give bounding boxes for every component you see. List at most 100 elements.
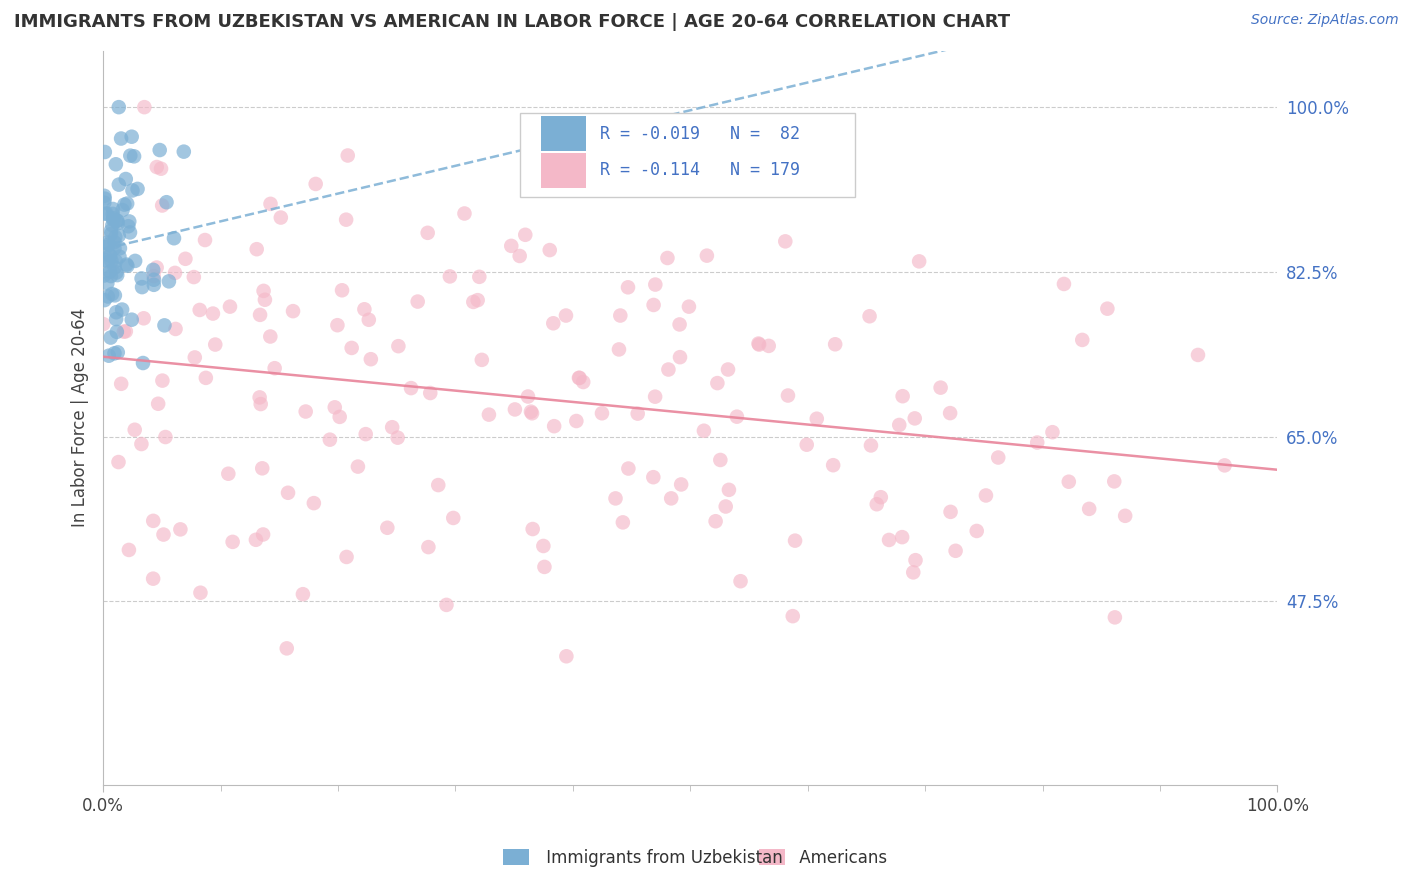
Point <box>974 488 997 502</box>
Point <box>758 339 780 353</box>
Point <box>104 254 127 268</box>
Point <box>217 467 239 481</box>
Point <box>427 478 450 492</box>
Point <box>108 250 131 264</box>
Point <box>1213 458 1236 473</box>
Point <box>1104 610 1126 624</box>
Point <box>330 283 353 297</box>
Point <box>335 212 357 227</box>
Point <box>659 491 682 506</box>
Point <box>150 198 173 212</box>
Point <box>441 511 464 525</box>
Point <box>387 339 409 353</box>
Point <box>108 241 131 255</box>
Bar <box>541 153 586 188</box>
Point <box>173 145 195 159</box>
Point <box>249 390 271 404</box>
Point <box>114 172 136 186</box>
Point <box>319 433 342 447</box>
Point <box>354 427 377 442</box>
FancyBboxPatch shape <box>520 113 855 197</box>
Point <box>657 362 679 376</box>
Point <box>605 491 627 506</box>
Point <box>657 251 679 265</box>
Point <box>704 514 727 528</box>
Point <box>939 406 962 420</box>
Point <box>97 237 120 252</box>
Point <box>775 235 797 249</box>
Text: R = -0.019   N =  82: R = -0.019 N = 82 <box>600 125 800 143</box>
Point <box>522 522 544 536</box>
Point <box>249 308 271 322</box>
Point <box>221 534 243 549</box>
Point <box>94 240 117 254</box>
Point <box>100 224 122 238</box>
Point <box>107 455 129 469</box>
Point <box>1057 475 1080 489</box>
Point <box>97 289 120 303</box>
Point <box>929 381 952 395</box>
Point <box>117 219 139 234</box>
Point <box>453 206 475 220</box>
Point <box>124 253 146 268</box>
Point <box>145 260 167 275</box>
Point <box>565 414 588 428</box>
Point <box>617 461 640 475</box>
Point <box>163 266 186 280</box>
Point <box>669 350 692 364</box>
Point <box>174 252 197 266</box>
Point <box>891 389 914 403</box>
Point <box>252 284 274 298</box>
Point <box>204 337 226 351</box>
Point <box>131 280 153 294</box>
Point <box>103 235 125 250</box>
Point <box>104 260 127 275</box>
Point <box>155 430 177 444</box>
Point <box>591 406 613 420</box>
Point <box>668 318 690 332</box>
Point <box>903 566 925 580</box>
Point <box>747 336 769 351</box>
Point <box>277 485 299 500</box>
Point <box>294 404 316 418</box>
Point <box>149 143 172 157</box>
Point <box>107 228 129 243</box>
Point <box>104 288 127 302</box>
Point <box>503 402 526 417</box>
Point <box>468 269 491 284</box>
Point <box>121 184 143 198</box>
Point <box>643 298 665 312</box>
Point <box>93 268 115 283</box>
Point <box>538 243 561 257</box>
Point <box>877 533 900 547</box>
Point <box>94 207 117 221</box>
Point <box>91 317 114 331</box>
Point <box>152 374 174 388</box>
Point <box>509 249 531 263</box>
Text: Americans: Americans <box>794 849 887 867</box>
Point <box>501 239 523 253</box>
Point <box>105 213 128 227</box>
Point <box>152 527 174 541</box>
Point <box>259 197 281 211</box>
Point <box>118 226 141 240</box>
Point <box>725 409 748 424</box>
Point <box>607 343 630 357</box>
Point <box>132 356 155 370</box>
Point <box>904 553 927 567</box>
Point <box>259 329 281 343</box>
Point <box>627 407 650 421</box>
Point <box>100 330 122 344</box>
Point <box>517 390 540 404</box>
Point <box>555 649 578 664</box>
Point <box>1042 425 1064 440</box>
Point <box>115 196 138 211</box>
Point <box>183 270 205 285</box>
Point <box>245 533 267 547</box>
Point <box>276 641 298 656</box>
Point <box>520 405 543 419</box>
Point <box>115 258 138 272</box>
Point <box>381 420 404 434</box>
Point <box>776 388 799 402</box>
Point <box>98 265 121 279</box>
